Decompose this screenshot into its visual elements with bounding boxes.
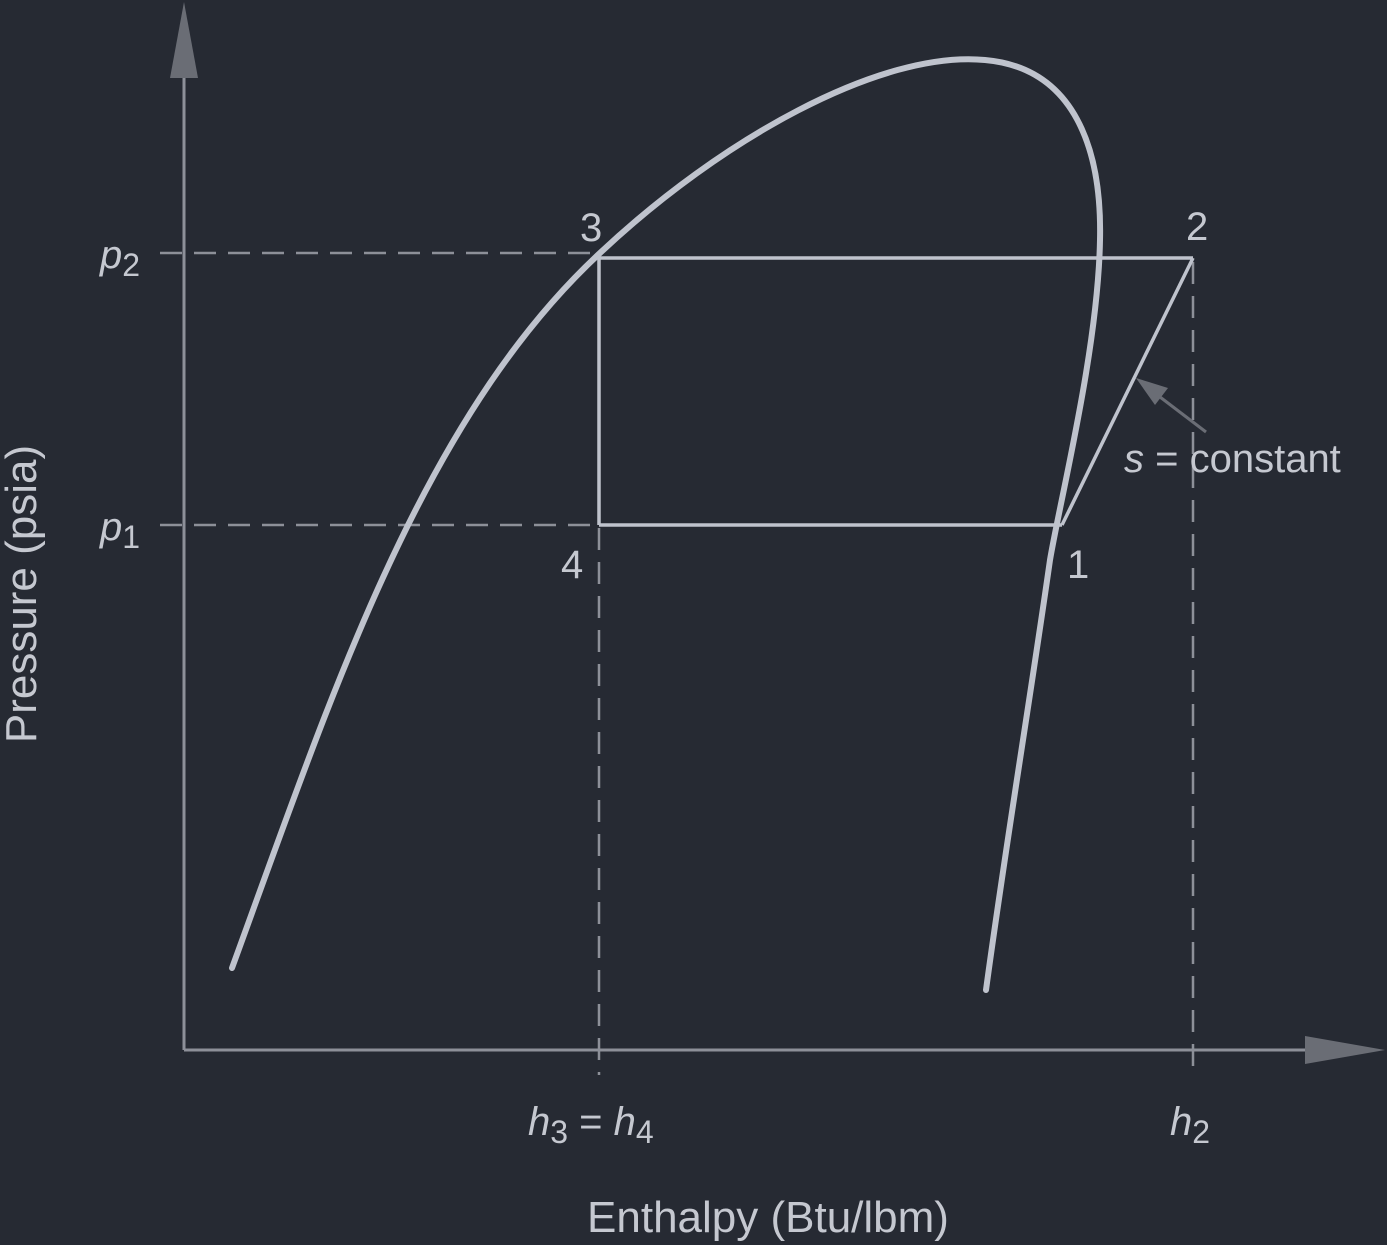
annotation-leader-line <box>1159 395 1207 434</box>
y-axis-arrowhead <box>170 2 198 78</box>
x-axis-arrowhead <box>1305 1036 1385 1064</box>
annotation-arrowhead <box>1136 378 1168 405</box>
y-axis-title: Pressure (psia) <box>0 445 46 743</box>
state-point-3-label: 3 <box>580 206 602 250</box>
state-point-2-label: 2 <box>1186 205 1208 249</box>
state-point-4-label: 4 <box>561 543 583 587</box>
p2-label: p2 <box>99 233 140 283</box>
saturation-dome-curve <box>229 56 1104 993</box>
isentropic-annotation: s = constant <box>1124 437 1341 481</box>
p1-label: p1 <box>99 505 140 555</box>
state-point-1-label: 1 <box>1067 543 1089 587</box>
x-axis-title: Enthalpy (Btu/lbm) <box>587 1193 949 1242</box>
h2-label: h2 <box>1170 1100 1210 1150</box>
cycle-line-1-2-isentropic <box>1060 257 1195 526</box>
h3-equals-h4-label: h3 = h4 <box>528 1100 654 1150</box>
